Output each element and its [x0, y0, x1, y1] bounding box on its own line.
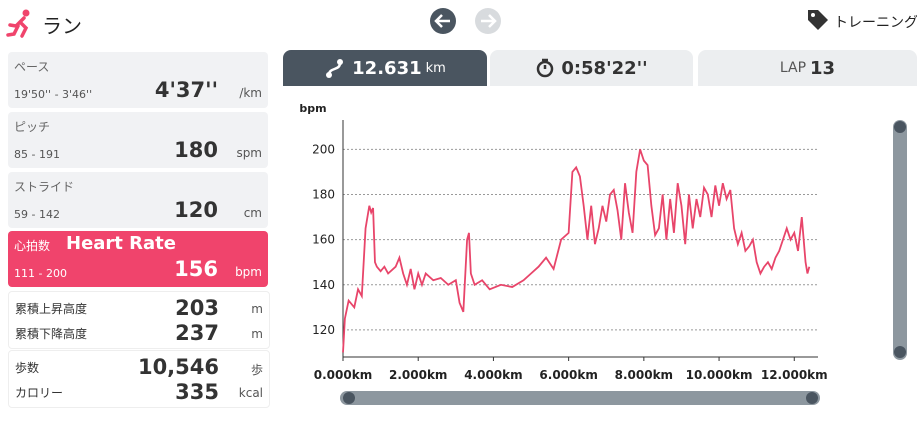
total-unit: m	[251, 327, 263, 341]
total-unit: kcal	[238, 386, 263, 400]
total-value: 10,546	[137, 355, 219, 379]
x-tick-label: 2.000km	[389, 368, 447, 382]
y-tick-label: 120	[312, 323, 335, 337]
x-tick-label: 8.000km	[615, 368, 673, 382]
h-slider[interactable]	[340, 391, 820, 405]
stat-range: 59 - 142	[14, 208, 60, 221]
stat-range: 111 - 200	[14, 267, 67, 280]
totals-box: 歩数 10,546 歩カロリー 335 kcal	[8, 350, 270, 408]
distance-tab[interactable]: 12.631 km	[283, 50, 487, 86]
stat-value: 156	[174, 257, 218, 281]
run-icon	[6, 9, 30, 38]
stat-range: 19'50'' - 3'46''	[14, 88, 93, 101]
lap: 13	[810, 57, 836, 79]
stat-unit: spm	[236, 146, 262, 160]
time-tab[interactable]: 0:58'22''	[490, 50, 693, 86]
title: ラン	[42, 14, 82, 38]
stat-row: ペース 19'50'' - 3'46'' 4'37'' /km	[8, 52, 268, 108]
stat-range: 85 - 191	[14, 148, 60, 161]
timer-icon	[537, 58, 554, 78]
stat-label: ストライド	[14, 180, 75, 194]
stat-unit: /km	[239, 86, 262, 100]
lap-label: LAP	[779, 60, 807, 76]
heart-rate-line	[342, 149, 811, 353]
total-label: カロリー	[15, 386, 64, 400]
total-unit: 歩	[250, 363, 263, 377]
total-label: 歩数	[15, 361, 40, 375]
nav[interactable]	[428, 6, 508, 36]
stat-label: ペース	[14, 60, 50, 74]
stat-unit: cm	[243, 206, 262, 220]
route-icon	[326, 59, 344, 78]
total-value: 203	[175, 296, 219, 320]
y-tick-label: 200	[312, 142, 335, 156]
stat-label: 心拍数	[14, 239, 51, 253]
stat-row: ピッチ 85 - 191 180 spm	[8, 112, 268, 168]
stat-value: 180	[174, 138, 218, 162]
x-tick-label: 12.000km	[761, 368, 828, 382]
stat-value: 4'37''	[154, 78, 218, 102]
time: 0:58'22''	[561, 57, 648, 79]
x-tick-label: 6.000km	[539, 368, 597, 382]
stat-row: ストライド 59 - 142 120 cm	[8, 172, 268, 228]
v-handle[interactable]	[894, 121, 906, 133]
distance: 12.631	[352, 57, 422, 79]
total-unit: m	[251, 302, 263, 316]
stat-value: 120	[174, 198, 218, 222]
h-handle[interactable]	[343, 392, 355, 404]
y-tick-label: 180	[312, 187, 335, 201]
training-link[interactable]: トレーニング	[834, 15, 917, 31]
total-value: 237	[175, 321, 219, 345]
x-tick-label: 0.000km	[314, 368, 372, 382]
h-handle[interactable]	[806, 392, 818, 404]
distance-unit: km	[425, 60, 446, 76]
v-slider[interactable]	[893, 120, 907, 360]
y-tick-label: 140	[312, 278, 335, 292]
total-label: 累積下降高度	[15, 327, 88, 341]
x-tick-label: 4.000km	[464, 368, 522, 382]
stat-unit: bpm	[235, 265, 262, 279]
lap-tab[interactable]: LAP 13	[698, 50, 917, 86]
tag-icon[interactable]	[806, 8, 830, 32]
y-tick-label: 160	[312, 233, 335, 247]
x-tick-label: 10.000km	[686, 368, 753, 382]
total-label: 累積上昇高度	[15, 302, 88, 316]
stat-sublabel: Heart Rate	[66, 233, 176, 254]
y-axis-label: bpm	[299, 102, 326, 115]
stat-label: ピッチ	[14, 120, 51, 134]
totals-box: 累積上昇高度 203 m 累積下降高度 237 m	[8, 291, 270, 349]
v-handle[interactable]	[894, 346, 906, 358]
total-value: 335	[175, 380, 219, 404]
stat-row: 心拍数 Heart Rate 111 - 200 156 bpm	[8, 231, 268, 287]
